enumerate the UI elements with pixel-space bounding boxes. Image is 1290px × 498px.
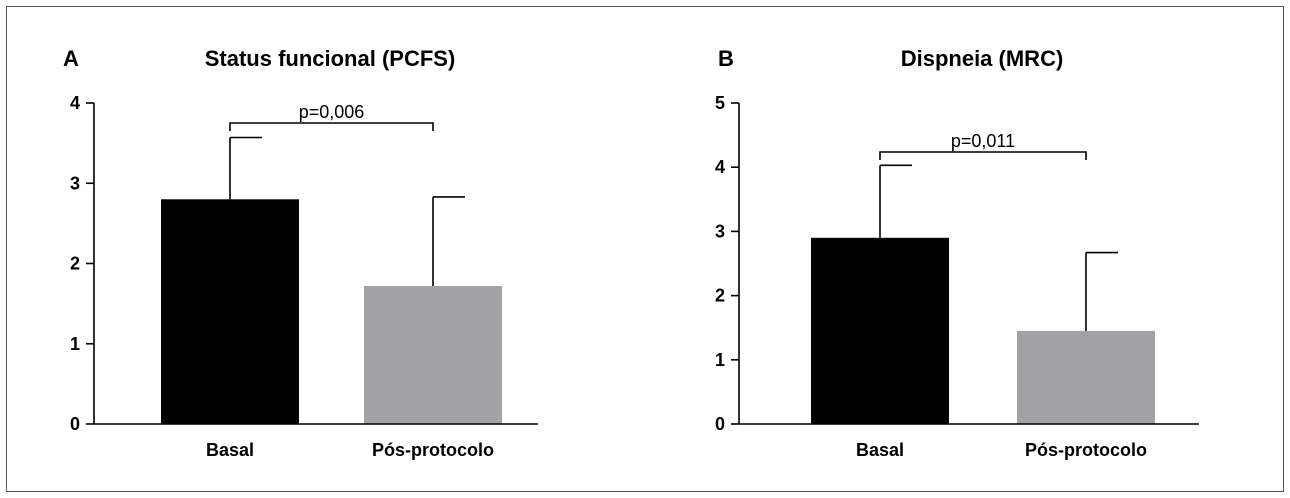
y-tick-label: 4 [70,93,80,113]
bar-p-s-protocolo [364,285,502,424]
chart-b-title: Dispneia (MRC) [901,46,1064,71]
p-value-label: p=0,011 [951,131,1015,151]
bar-basal [811,237,949,424]
panel-letter-a: A [63,46,79,71]
chart-b: B Dispneia (MRC) 0 1 2 3 4 5 Basal Pós-protocol… [715,46,1199,460]
y-tick-label: 1 [70,334,80,354]
y-tick-label: 1 [715,350,725,370]
y-tick-label: 3 [715,221,725,241]
y-tick-label: 0 [70,414,80,434]
chart-a: A Status funcional (PCFS) 0 1 2 3 4 Basal Pós-… [63,46,538,460]
y-tick-label: 4 [715,157,725,177]
y-tick-label: 0 [715,414,725,434]
y-tick-label: 2 [70,254,80,274]
x-category-label: Pós-protocolo [372,440,494,460]
panel-letter-b: B [718,46,734,71]
bar-basal [161,199,299,424]
significance-bracket [229,122,434,131]
p-value-label: p=0,006 [299,102,365,122]
significance-bracket [879,151,1087,160]
bar-p-s-protocolo [1017,330,1155,424]
x-category-label: Basal [206,440,254,460]
x-category-label: Basal [856,440,904,460]
y-tick-label: 5 [715,93,725,113]
y-tick-label: 2 [715,286,725,306]
x-category-label: Pós-protocolo [1025,440,1147,460]
chart-a-title: Status funcional (PCFS) [205,46,456,71]
y-tick-label: 3 [70,173,80,193]
